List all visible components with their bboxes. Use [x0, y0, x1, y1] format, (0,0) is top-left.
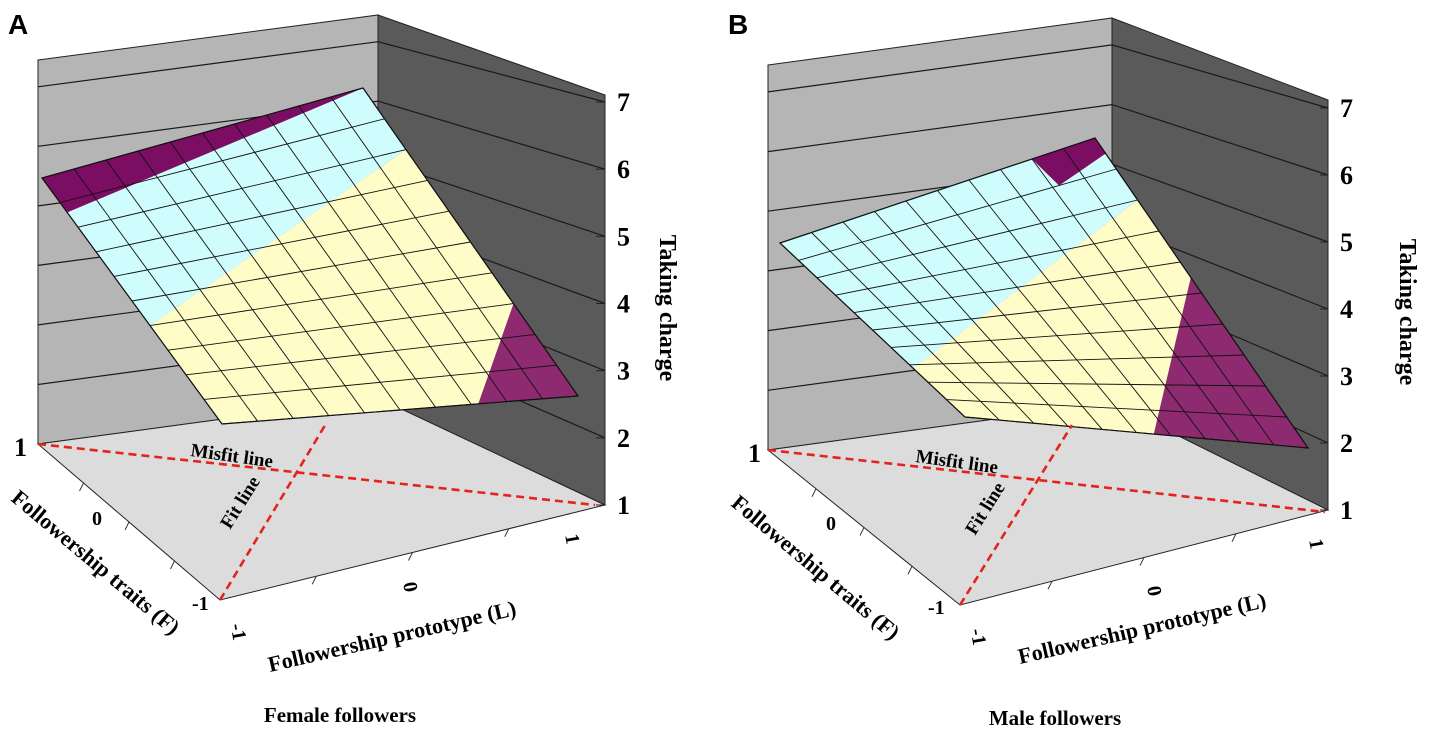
surface-mesh-line [167, 303, 514, 351]
surface-mesh-line [234, 123, 436, 408]
floor-tick [907, 566, 913, 575]
z-tick-label: 5 [1340, 228, 1353, 257]
floor-tick [1139, 557, 1145, 566]
z-axis-title: Taking charge [654, 235, 680, 382]
floor-tick [811, 488, 817, 497]
z-gridline [37, 41, 606, 103]
z-tick-label: 2 [1340, 429, 1353, 458]
surface-mesh-line [185, 333, 536, 376]
surface-band-yellow [150, 149, 514, 424]
surface-outline [778, 137, 1310, 449]
z-tick-label: 7 [1340, 94, 1353, 123]
floor-tick [504, 528, 510, 537]
misfit-line [767, 448, 1326, 514]
floor-tick [170, 560, 175, 570]
z-tick-label: 2 [617, 424, 630, 453]
z-tick-label: 7 [617, 88, 630, 117]
floor-tick [79, 482, 84, 492]
z-tick-label: 3 [1340, 362, 1353, 391]
surface-band-purple_light [1153, 277, 1308, 448]
z-axis-title: Taking charge [1394, 239, 1420, 386]
surface-mesh-line [203, 364, 557, 400]
surface-mesh-line [909, 354, 1245, 366]
z-tick-label: 4 [1340, 295, 1353, 324]
surface-mesh-line [131, 241, 471, 302]
surface-band-purple [42, 88, 363, 213]
f-axis-tick-label: 1 [748, 439, 761, 468]
f-axis-tick-label: -1 [928, 597, 945, 619]
surface-band-purple_light [478, 303, 578, 404]
surface-mesh-line [266, 114, 472, 405]
floor-tick [1047, 581, 1053, 590]
l-axis-tick-label: 0 [398, 580, 421, 594]
surface-band-cyan [67, 88, 406, 326]
z-gridline [37, 100, 606, 170]
surface-mesh-line [1000, 169, 1206, 439]
floor-tick [124, 521, 130, 531]
floor-tick [311, 576, 317, 585]
panel-letter: B [728, 9, 748, 40]
z-gridline [767, 44, 1329, 109]
fit-line [958, 424, 1074, 606]
l-axis-title: Followership prototype (L) [1016, 587, 1269, 668]
z-tick-label: 5 [617, 222, 630, 251]
f-axis-tick-label: 1 [14, 433, 27, 462]
l-axis-tick-label: -1 [226, 622, 251, 642]
surface-outline [41, 87, 580, 425]
panel-caption: Male followers [989, 706, 1121, 730]
surface-mesh-line [1031, 158, 1240, 443]
f-axis-tick-label: -1 [192, 593, 209, 615]
l-axis-title: Followership prototype (L) [266, 595, 519, 676]
surface-band-cyan [780, 153, 1138, 369]
l-axis-tick-label: 1 [1304, 537, 1327, 551]
panel-letter: A [8, 9, 28, 40]
z-tick-label: 1 [1340, 496, 1353, 525]
z-tick-label: 6 [617, 155, 630, 184]
z-tick-label: 3 [617, 357, 630, 386]
surface-mesh-line [1063, 148, 1275, 446]
z-tick-label: 1 [617, 491, 630, 520]
panel-caption: Female followers [264, 703, 416, 727]
surface-mesh-line [890, 323, 1223, 348]
f-axis-tick-label: 0 [826, 513, 836, 535]
surface-band-yellow [913, 200, 1191, 435]
surface-mesh-line [872, 292, 1202, 331]
surface-mesh-line [968, 179, 1172, 436]
z-gridline [767, 103, 1329, 176]
floor-tick [859, 527, 865, 536]
fit-line [218, 421, 329, 601]
surface-mesh-line [946, 399, 1287, 418]
l-axis-tick-label: 0 [1142, 584, 1165, 598]
surface-band-purple [1032, 138, 1106, 186]
floor-tick [408, 552, 413, 561]
surface-mesh-line [298, 105, 508, 402]
surface-mesh-line [330, 96, 543, 400]
misfit-line [37, 442, 596, 507]
floor-tick [1231, 533, 1237, 542]
z-tick-label: 6 [1340, 161, 1353, 190]
f-axis-tick-label: 0 [92, 508, 102, 530]
surface-mesh-line [927, 381, 1266, 387]
z-tick-label: 4 [617, 290, 630, 319]
surface-mesh-line [149, 272, 493, 327]
l-axis-tick-label: 1 [560, 532, 583, 546]
l-axis-tick-label: -1 [966, 627, 991, 647]
